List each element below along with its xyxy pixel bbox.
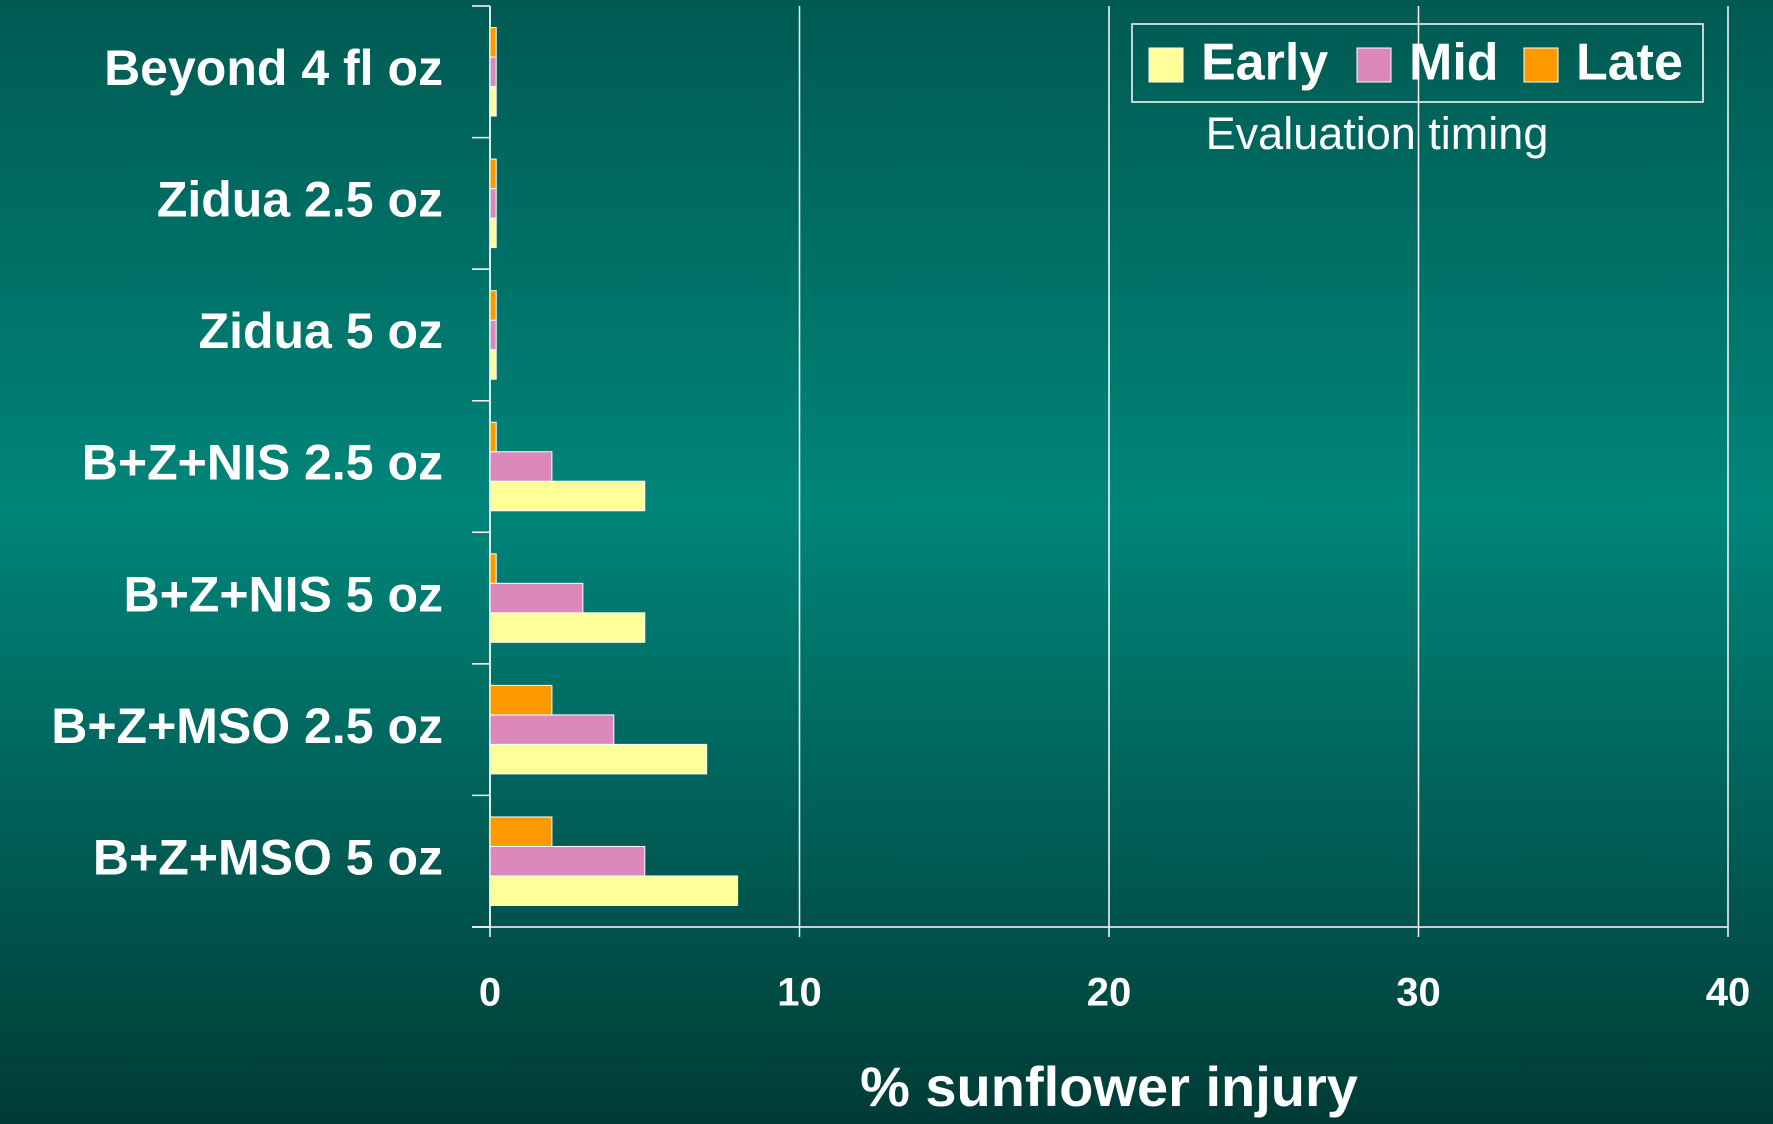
bar xyxy=(489,451,553,482)
legend-label: Early xyxy=(1201,34,1328,92)
x-tick-label: 20 xyxy=(1087,971,1132,1015)
bar xyxy=(489,421,497,453)
bar xyxy=(489,714,615,745)
legend-label: Mid xyxy=(1409,34,1499,92)
bar xyxy=(489,480,646,512)
x-tick-label: 0 xyxy=(479,971,501,1015)
bar xyxy=(489,684,553,716)
bar xyxy=(489,743,708,775)
x-tick-label: 10 xyxy=(777,971,822,1015)
y-tick-label: Zidua 5 oz xyxy=(199,303,443,359)
bar xyxy=(489,319,497,351)
bar xyxy=(489,816,553,847)
bar xyxy=(489,290,497,321)
y-tick-label: B+Z+MSO 2.5 oz xyxy=(51,698,443,754)
bar xyxy=(489,875,739,906)
bar xyxy=(489,188,497,219)
bar xyxy=(489,217,497,249)
y-tick-label: Zidua 2.5 oz xyxy=(157,172,443,228)
y-tick-label: Beyond 4 fl oz xyxy=(104,40,443,96)
x-axis-label: % sunflower injury xyxy=(860,1055,1358,1118)
legend-box xyxy=(1131,23,1704,103)
bar xyxy=(489,612,646,643)
legend-title: Evaluation timing xyxy=(1206,108,1549,159)
y-tick-label: B+Z+NIS 2.5 oz xyxy=(82,435,443,491)
y-tick-label: B+Z+MSO 5 oz xyxy=(93,829,443,885)
bar xyxy=(489,553,497,584)
legend-swatch xyxy=(1356,47,1392,83)
x-tick-label: 30 xyxy=(1396,971,1441,1015)
legend-swatch xyxy=(1523,47,1559,83)
bar xyxy=(489,582,584,614)
legend-label: Late xyxy=(1576,34,1683,92)
bar xyxy=(489,86,497,117)
bar xyxy=(489,56,497,88)
bar xyxy=(489,158,497,190)
x-tick-label: 40 xyxy=(1706,971,1751,1015)
bar xyxy=(489,27,497,58)
bar xyxy=(489,845,646,877)
legend-swatch xyxy=(1148,47,1184,83)
bar xyxy=(489,349,497,380)
y-tick-label: B+Z+NIS 5 oz xyxy=(123,566,443,622)
